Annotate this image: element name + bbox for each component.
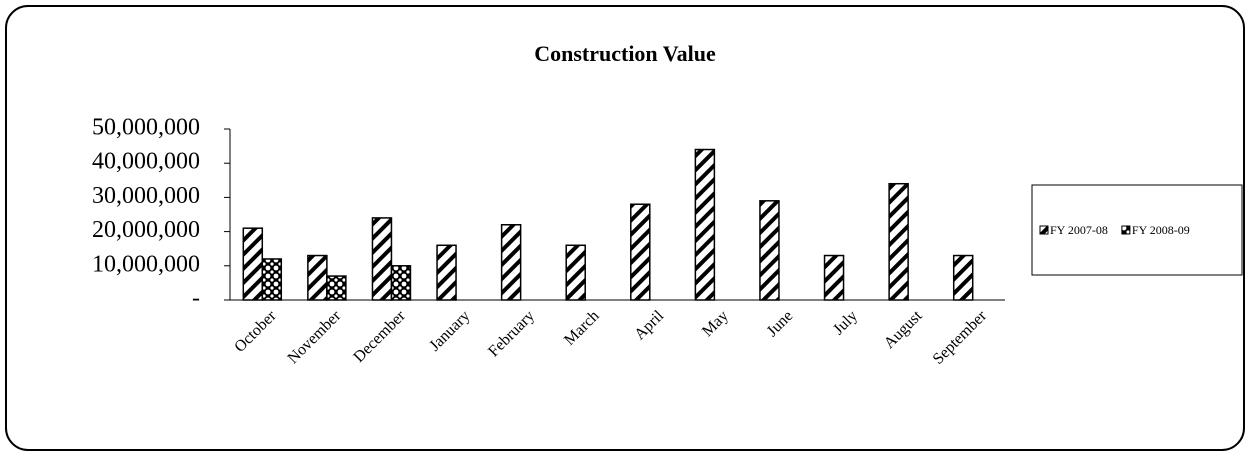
bar <box>390 265 412 301</box>
bar <box>371 217 393 301</box>
bar <box>307 254 328 301</box>
bar <box>630 203 651 301</box>
bar <box>326 275 347 301</box>
y-tick-label: 30,000,000 <box>92 183 200 209</box>
bar <box>694 148 716 301</box>
legend-swatch <box>1039 225 1049 235</box>
bar <box>759 200 780 301</box>
legend-box <box>1031 184 1243 276</box>
chart-title: Construction Value <box>534 41 716 66</box>
y-tick-label: 40,000,000 <box>92 149 200 175</box>
y-tick-label: 50,000,000 <box>92 115 200 141</box>
bar <box>952 254 974 301</box>
bar <box>261 258 283 301</box>
bar <box>436 244 457 301</box>
legend-swatch <box>1121 225 1131 235</box>
legend-label: FY 2007-08 <box>1050 223 1108 237</box>
y-tick-label: 10,000,000 <box>92 251 200 277</box>
bar <box>823 254 845 301</box>
legend-label: FY 2008-09 <box>1132 223 1190 237</box>
bar <box>888 182 909 301</box>
bar <box>500 224 522 301</box>
y-tick-label: 20,000,000 <box>92 217 200 243</box>
bar <box>242 227 264 301</box>
chart-border <box>5 5 1245 451</box>
y-tick-label: - <box>192 286 200 312</box>
bar <box>565 244 586 301</box>
